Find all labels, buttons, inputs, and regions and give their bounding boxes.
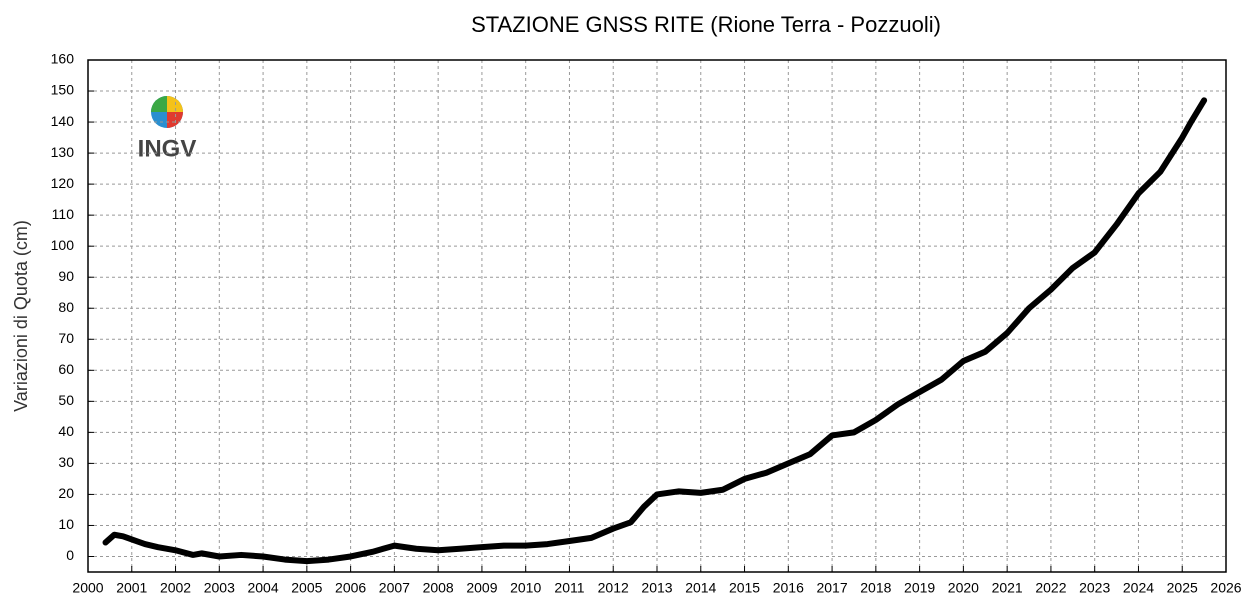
x-tick-label: 2004 xyxy=(247,580,278,596)
x-tick-label: 2010 xyxy=(510,580,541,596)
y-tick-label: 30 xyxy=(58,454,74,470)
x-tick-label: 2023 xyxy=(1079,580,1110,596)
x-tick-label: 2003 xyxy=(204,580,235,596)
x-tick-label: 2011 xyxy=(554,580,584,596)
x-tick-label: 2026 xyxy=(1210,580,1241,596)
y-tick-label: 40 xyxy=(58,423,74,439)
y-tick-label: 100 xyxy=(51,237,75,253)
x-tick-label: 2016 xyxy=(773,580,804,596)
plot-frame xyxy=(87,59,1227,573)
x-tick-label: 2019 xyxy=(904,580,935,596)
x-tick-label: 2024 xyxy=(1123,580,1154,596)
x-tick-label: 2013 xyxy=(641,580,672,596)
x-tick-label: 2025 xyxy=(1167,580,1198,596)
chart-title: STAZIONE GNSS RITE (Rione Terra - Pozzuo… xyxy=(471,12,941,37)
x-tick-label: 2017 xyxy=(816,580,847,596)
x-tick-label: 2001 xyxy=(116,580,147,596)
x-tick-label: 2022 xyxy=(1035,580,1066,596)
x-tick-label: 2021 xyxy=(992,580,1023,596)
x-tick-label: 2000 xyxy=(72,580,103,596)
x-tick-label: 2012 xyxy=(598,580,629,596)
x-tick-label: 2002 xyxy=(160,580,191,596)
x-tick-label: 2009 xyxy=(466,580,497,596)
logo-segment xyxy=(151,96,167,112)
y-tick-label: 80 xyxy=(58,299,74,315)
y-tick-label: 0 xyxy=(66,547,74,563)
y-tick-label: 120 xyxy=(51,175,75,191)
logo-segment xyxy=(167,96,183,112)
logo: INGV xyxy=(127,90,207,170)
x-tick-label: 2006 xyxy=(335,580,366,596)
y-tick-label: 130 xyxy=(51,144,75,160)
logo-text: INGV xyxy=(138,135,197,162)
x-tick-label: 2014 xyxy=(685,580,716,596)
y-tick-label: 140 xyxy=(51,113,75,129)
y-tick-label: 90 xyxy=(58,268,74,284)
y-tick-label: 20 xyxy=(58,485,74,501)
x-tick-label: 2007 xyxy=(379,580,410,596)
y-tick-label: 70 xyxy=(58,330,74,346)
y-tick-label: 10 xyxy=(58,516,74,532)
logo-segment xyxy=(167,112,183,128)
data-line xyxy=(102,97,1208,565)
y-tick-label: 160 xyxy=(51,51,75,67)
y-tick-label: 150 xyxy=(51,82,75,98)
y-tick-label: 110 xyxy=(52,206,75,222)
x-tick-label: 2005 xyxy=(291,580,322,596)
x-tick-label: 2020 xyxy=(948,580,979,596)
y-tick-label: 60 xyxy=(58,361,74,377)
x-tick-label: 2018 xyxy=(860,580,891,596)
y-tick-label: 50 xyxy=(58,392,74,408)
y-axis-label: Variazioni di Quota (cm) xyxy=(11,220,31,412)
x-tick-label: 2015 xyxy=(729,580,760,596)
x-tick-label: 2008 xyxy=(423,580,454,596)
